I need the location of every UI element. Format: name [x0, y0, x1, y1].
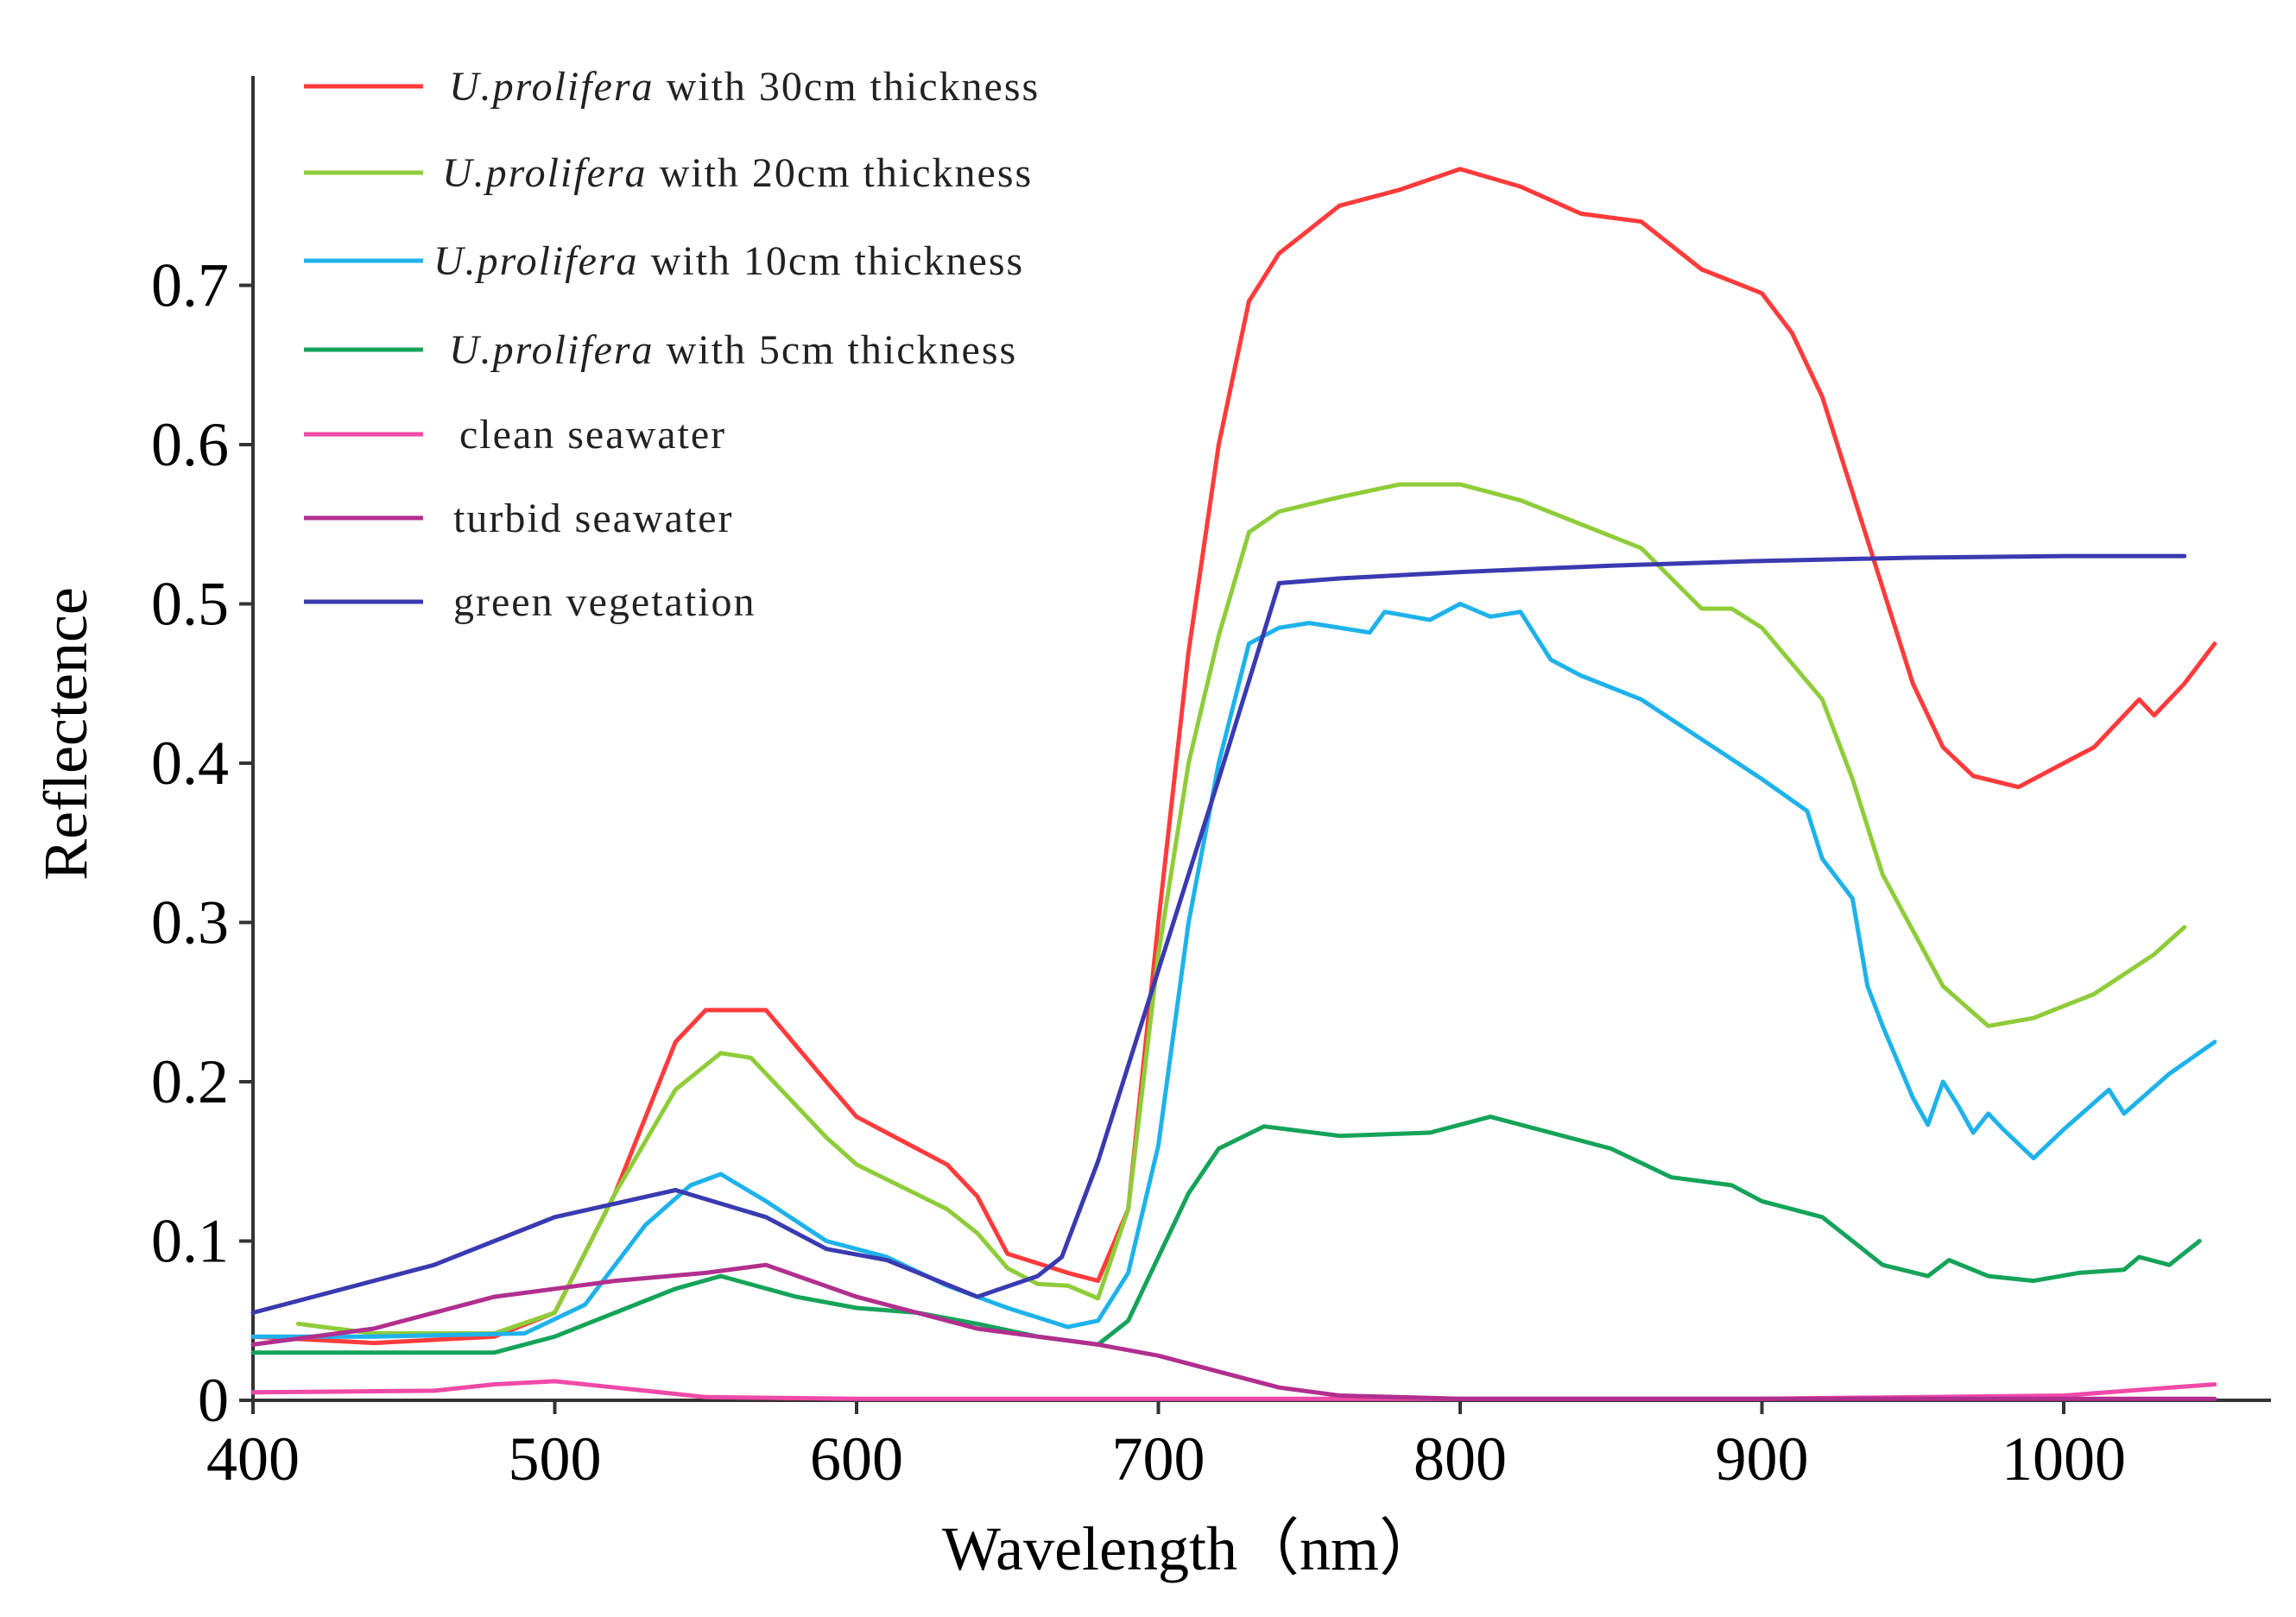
series-line-6: [250, 1262, 2217, 1401]
legend-label: turbid seawater: [453, 496, 734, 541]
y-tick-label: 0: [198, 1366, 229, 1435]
ticks: 400 500 600 700 800 900 1000 0 0.1 0.2 0.3 0.4 0.5 0.…: [151, 251, 2126, 1494]
y-axis-title: Reflectence: [31, 587, 100, 881]
legend-label-species: U.prolifera: [449, 327, 655, 373]
legend-label: green vegetation: [453, 579, 756, 625]
y-tick-label: 0.6: [151, 410, 229, 479]
y-tick-label: 0.1: [151, 1207, 229, 1276]
series-line-2: [295, 482, 2187, 1336]
x-tick-label: 1000: [2002, 1424, 2126, 1494]
y-tick-label: 0.7: [151, 251, 229, 320]
legend-label: U.prolifera with 5cm thickness: [449, 327, 1017, 373]
legend-label: U.prolifera with 20cm thickness: [442, 150, 1033, 196]
legend: U.prolifera with 30cm thicknessU.prolife…: [304, 64, 1040, 625]
legend-label: U.prolifera with 10cm thickness: [433, 238, 1024, 284]
series-group: [250, 167, 2217, 1401]
legend-label: clean seawater: [459, 412, 726, 458]
x-tick-label: 400: [206, 1424, 300, 1494]
legend-label-rest: with 5cm thickness: [655, 327, 1018, 373]
legend-label: U.prolifera with 30cm thickness: [449, 64, 1040, 110]
series-line-4: [250, 1115, 2202, 1355]
legend-label-species: U.prolifera: [442, 150, 648, 196]
x-tick-label: 500: [509, 1424, 602, 1494]
y-tick-label: 0.4: [151, 729, 229, 798]
series-line-5: [250, 1379, 2217, 1401]
legend-label-species: U.prolifera: [433, 238, 639, 284]
y-tick-label: 0.2: [151, 1047, 229, 1116]
x-tick-label: 700: [1112, 1424, 1205, 1494]
series-line-1: [250, 167, 2217, 1346]
x-axis-title: Wavelength（nm）: [942, 1514, 1441, 1583]
legend-label-species: U.prolifera: [449, 64, 655, 110]
series-line-3: [250, 602, 2217, 1339]
y-tick-label: 0.3: [151, 888, 229, 957]
legend-label-rest: with 10cm thickness: [639, 238, 1025, 284]
legend-label-rest: with 30cm thickness: [655, 64, 1040, 110]
x-tick-label: 600: [810, 1424, 903, 1494]
series-line-7: [250, 553, 2187, 1315]
y-tick-label: 0.5: [151, 570, 229, 639]
x-tick-label: 800: [1414, 1424, 1507, 1494]
x-tick-label: 900: [1716, 1424, 1809, 1494]
legend-label-rest: with 20cm thickness: [648, 150, 1034, 196]
